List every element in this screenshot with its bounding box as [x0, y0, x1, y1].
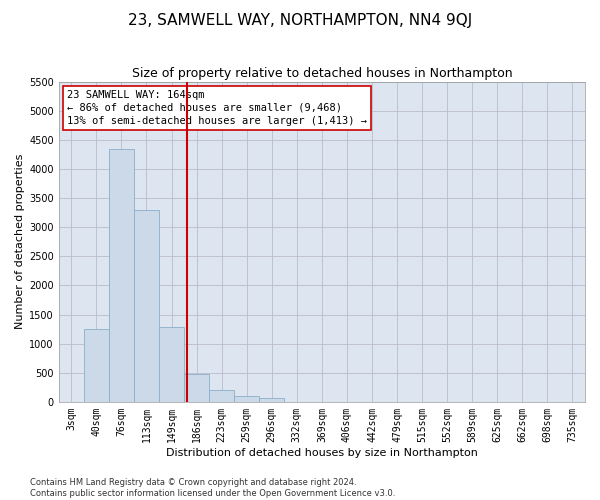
- Text: 23 SAMWELL WAY: 164sqm
← 86% of detached houses are smaller (9,468)
13% of semi-: 23 SAMWELL WAY: 164sqm ← 86% of detached…: [67, 90, 367, 126]
- Text: Contains HM Land Registry data © Crown copyright and database right 2024.
Contai: Contains HM Land Registry data © Crown c…: [30, 478, 395, 498]
- Bar: [109, 148, 134, 402]
- Bar: [159, 328, 184, 402]
- Title: Size of property relative to detached houses in Northampton: Size of property relative to detached ho…: [131, 68, 512, 80]
- Y-axis label: Number of detached properties: Number of detached properties: [15, 154, 25, 330]
- X-axis label: Distribution of detached houses by size in Northampton: Distribution of detached houses by size …: [166, 448, 478, 458]
- Bar: [259, 398, 284, 402]
- Bar: [134, 210, 159, 402]
- Bar: [184, 374, 209, 402]
- Bar: [234, 396, 259, 402]
- Text: 23, SAMWELL WAY, NORTHAMPTON, NN4 9QJ: 23, SAMWELL WAY, NORTHAMPTON, NN4 9QJ: [128, 12, 472, 28]
- Bar: [209, 390, 234, 402]
- Bar: [84, 329, 109, 402]
